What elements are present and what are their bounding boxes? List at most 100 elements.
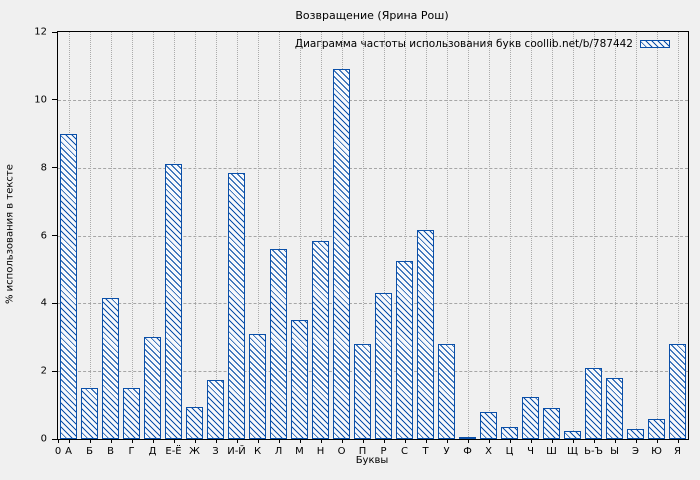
x-tick-mark [383, 439, 385, 443]
legend: Диаграмма частоты использования букв coo… [295, 38, 670, 50]
gridline-vertical [467, 32, 469, 439]
x-tick-mark [110, 439, 112, 443]
bar [123, 388, 140, 439]
x-tick-label: Б [86, 446, 93, 457]
x-tick-label: Л [274, 446, 283, 457]
x-tick-label: З [212, 446, 219, 457]
x-tick-mark [425, 439, 427, 443]
x-tick-mark [572, 439, 574, 443]
y-tick-mark [52, 235, 57, 236]
x-tick-label: С [401, 446, 408, 457]
gridline-vertical [635, 32, 637, 439]
x-tick-label: Д [148, 446, 157, 457]
x-tick-mark [58, 439, 59, 443]
gridline-horizontal [58, 167, 688, 169]
bar [501, 427, 518, 439]
x-tick-mark [89, 439, 91, 443]
y-tick-mark [52, 31, 57, 33]
x-tick-mark [215, 439, 217, 443]
legend-label: Диаграмма частоты использования букв coo… [294, 38, 633, 50]
bar [417, 230, 434, 439]
x-tick-mark [509, 439, 511, 443]
x-tick-mark [68, 439, 70, 443]
gridline-vertical [446, 32, 448, 439]
bar [627, 429, 644, 439]
x-tick-label: Э [632, 446, 639, 457]
y-tick-mark [52, 370, 57, 372]
gridline-vertical [593, 32, 595, 439]
y-tick-label: 0 [40, 433, 47, 445]
gridline-vertical [488, 32, 490, 439]
bar [480, 412, 497, 439]
x-tick-mark [278, 439, 280, 443]
x-tick-mark [446, 439, 448, 443]
x-tick-mark [320, 439, 322, 443]
x-tick-label: Н [316, 446, 325, 457]
x-tick-mark [173, 439, 175, 443]
x-axis-title: Буквы [355, 455, 389, 466]
x-tick-mark [656, 439, 658, 443]
gridline-vertical [89, 32, 91, 439]
x-tick-label: Т [422, 446, 429, 457]
x-tick-label: А [65, 446, 72, 457]
bar [207, 380, 224, 439]
x-tick-label: К [253, 446, 262, 457]
bar [459, 437, 476, 439]
x-tick-mark [362, 439, 364, 443]
x-tick-mark [677, 439, 679, 443]
y-tick-label: 10 [34, 94, 47, 106]
bar [186, 407, 203, 439]
x-tick-mark [635, 439, 637, 443]
gridline-vertical [572, 32, 574, 439]
bar [354, 344, 371, 439]
bar [60, 134, 77, 439]
bar [249, 334, 266, 439]
gridline-horizontal [58, 303, 688, 305]
x-tick-label: Я [674, 446, 681, 457]
x-tick-label: Ф [463, 446, 472, 457]
y-tick-label: 4 [40, 297, 47, 309]
x-tick-label: Ж [189, 446, 200, 457]
gridline-vertical [656, 32, 658, 439]
x-tick-mark [593, 439, 595, 443]
x-tick-label: И-Й [227, 446, 246, 457]
gridline-vertical [362, 32, 364, 439]
chart-title: Возвращение (Ярина Рош) [295, 9, 449, 22]
bar [144, 337, 161, 439]
y-tick-label: 2 [40, 365, 47, 377]
y-axis-title: % использования в тексте [4, 164, 16, 305]
gridline-vertical [509, 32, 511, 439]
x-tick-mark [530, 439, 532, 443]
bar [396, 261, 413, 439]
y-tick-label: 12 [34, 26, 47, 38]
gridline-vertical [278, 32, 280, 439]
gridline-vertical [299, 32, 301, 439]
x-tick-label: Ы [610, 446, 619, 457]
bar [81, 388, 98, 439]
gridline-vertical [320, 32, 322, 439]
gridline-vertical [551, 32, 553, 439]
bar [438, 344, 455, 439]
x-tick-label: В [107, 446, 114, 457]
x-tick-mark [551, 439, 553, 443]
bar [522, 397, 539, 439]
gridline-vertical [131, 32, 133, 439]
x-tick-label: Р [380, 446, 387, 457]
x-tick-label: Ч [527, 446, 534, 457]
bar [270, 249, 287, 439]
bar [165, 164, 182, 439]
gridline-horizontal [58, 235, 688, 237]
x-tick-label: М [295, 446, 304, 457]
x-tick-label: П [358, 446, 367, 457]
gridline-vertical [677, 32, 679, 439]
x-tick-mark [614, 439, 616, 443]
x-tick-mark [299, 439, 301, 443]
x-tick-label: Ц [505, 446, 514, 457]
gridline-vertical [110, 32, 112, 439]
x-tick-label: Ь-Ъ [584, 446, 603, 457]
bar [333, 69, 350, 439]
bar [564, 431, 581, 439]
plot-area: 0 2 4 6 8 10 12 0 А Б В Г Д Е-Ё Ж З И-Й К Л М Н О П Р С Т У Ф Х Ц Ч Ш Щ Ь… [34, 27, 689, 457]
gridline-horizontal [58, 371, 688, 373]
